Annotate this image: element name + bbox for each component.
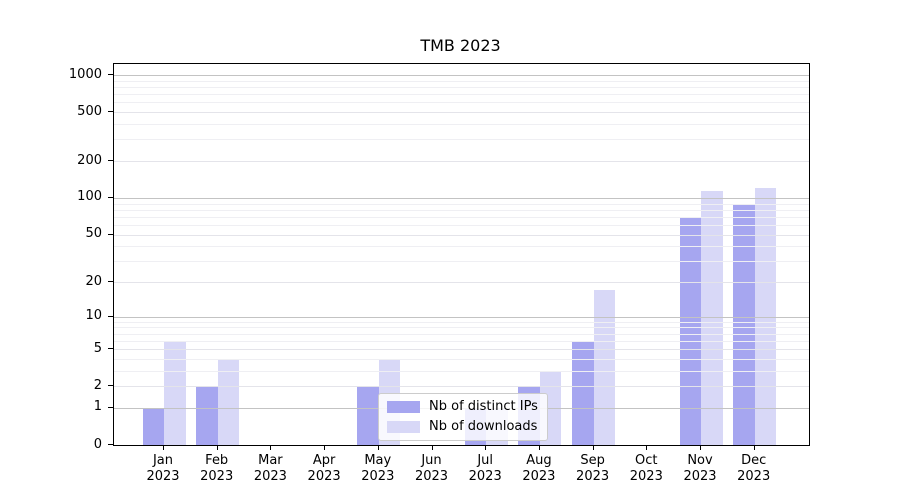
grid-line-minor-400 [114, 124, 809, 125]
y-tick-label-1: 1 [93, 399, 102, 415]
grid-line-minor-60 [114, 224, 809, 226]
y-tick-mark-1000 [108, 74, 113, 75]
y-tick-mark-1 [108, 406, 113, 408]
x-tick-label-apr: Apr 2023 [307, 453, 341, 484]
grid-line-minor-7 [114, 333, 809, 335]
y-tick-mark-2 [108, 385, 113, 387]
bar-ips-feb [196, 386, 218, 445]
grid-line-minor-80 [114, 209, 809, 211]
x-tick-mark-may [377, 445, 379, 450]
grid-line-minor-4 [114, 358, 809, 360]
x-tick-label-may: May 2023 [361, 453, 395, 484]
bar-ips-dec [733, 203, 755, 445]
grid-line-minor-300 [114, 139, 809, 141]
y-tick-mark-100 [108, 196, 113, 198]
bar-downloads-feb [217, 358, 240, 445]
grid-line-1000 [114, 75, 809, 76]
y-tick-mark-10 [108, 315, 113, 317]
grid-line-minor-9 [114, 321, 809, 323]
grid-line-minor-6 [114, 340, 809, 342]
x-tick-mark-sep [592, 445, 594, 450]
grid-line-minor-900 [114, 80, 809, 82]
legend-label-ips: Nb of distinct IPs [429, 399, 538, 414]
y-tick-mark-50 [108, 233, 113, 235]
x-tick-label-jun: Jun 2023 [414, 453, 449, 484]
grid-line-20 [114, 282, 809, 283]
x-tick-label-jan: Jan 2023 [146, 453, 180, 484]
legend-swatch-ips [387, 400, 420, 413]
x-tick-label-jul: Jul 2023 [468, 453, 502, 484]
grid-line-minor-30 [114, 261, 809, 263]
x-tick-label-dec: Dec 2023 [737, 453, 771, 484]
y-tick-mark-20 [108, 281, 113, 282]
grid-line-2 [114, 386, 809, 388]
y-tick-mark-500 [108, 111, 113, 113]
grid-line-minor-800 [114, 87, 809, 88]
y-tick-label-1000: 1000 [68, 66, 102, 82]
plot-area: Nb of distinct IPs Nb of downloads [113, 63, 810, 446]
x-tick-mark-apr [324, 445, 326, 450]
y-tick-label-10: 10 [85, 308, 102, 324]
x-tick-label-nov: Nov 2023 [683, 453, 717, 484]
x-tick-mark-feb [216, 445, 218, 450]
x-tick-label-sep: Sep 2023 [576, 453, 610, 484]
y-tick-mark-5 [108, 348, 113, 350]
bar-downloads-jan [164, 340, 186, 445]
y-tick-label-500: 500 [77, 103, 102, 119]
x-tick-mark-dec [753, 445, 755, 450]
x-tick-label-oct: Oct 2023 [629, 453, 663, 484]
grid-line-50 [114, 234, 809, 236]
x-tick-mark-mar [270, 445, 272, 450]
y-tick-label-0: 0 [93, 436, 102, 452]
grid-line-500 [114, 112, 809, 114]
grid-line-minor-700 [114, 94, 809, 96]
chart-title: TMB 2023 [420, 36, 501, 55]
y-tick-label-20: 20 [85, 273, 102, 289]
grid-line-minor-90 [114, 203, 809, 205]
legend: Nb of distinct IPs Nb of downloads [378, 393, 548, 441]
x-tick-mark-nov [700, 445, 701, 450]
bar-ips-nov [679, 218, 701, 445]
bar-ips-sep [572, 340, 594, 445]
x-tick-mark-jun [431, 445, 433, 450]
grid-line-minor-3 [114, 370, 809, 372]
grid-line-minor-70 [114, 216, 809, 218]
x-tick-mark-oct [646, 445, 648, 450]
x-tick-mark-aug [538, 445, 540, 450]
x-tick-label-feb: Feb 2023 [200, 453, 234, 484]
legend-item-ips: Nb of distinct IPs [387, 399, 538, 414]
legend-label-downloads: Nb of downloads [429, 419, 538, 434]
x-tick-mark-jul [485, 445, 487, 450]
grid-line-minor-40 [114, 246, 809, 248]
bar-ips-jan [142, 407, 164, 445]
x-tick-mark-jan [163, 445, 164, 450]
grid-line-200 [114, 161, 809, 162]
y-tick-label-2: 2 [93, 377, 102, 393]
bar-downloads-nov [701, 190, 723, 445]
y-tick-mark-200 [108, 160, 113, 161]
y-tick-label-5: 5 [93, 340, 102, 356]
legend-item-downloads: Nb of downloads [387, 419, 538, 434]
x-tick-label-aug: Aug 2023 [522, 453, 556, 484]
grid-line-5 [114, 349, 809, 351]
grid-line-minor-600 [114, 102, 809, 104]
x-tick-label-mar: Mar 2023 [253, 453, 287, 484]
bar-downloads-sep [593, 290, 616, 445]
legend-swatch-downloads [387, 420, 420, 433]
grid-line-100 [114, 197, 809, 199]
grid-line-minor-8 [114, 327, 809, 329]
y-tick-label-100: 100 [77, 189, 102, 205]
y-tick-label-200: 200 [77, 152, 102, 168]
grid-line-10 [114, 316, 809, 318]
y-tick-label-50: 50 [85, 226, 102, 241]
bar-ips-may [357, 386, 379, 445]
y-tick-mark-0 [108, 444, 113, 445]
